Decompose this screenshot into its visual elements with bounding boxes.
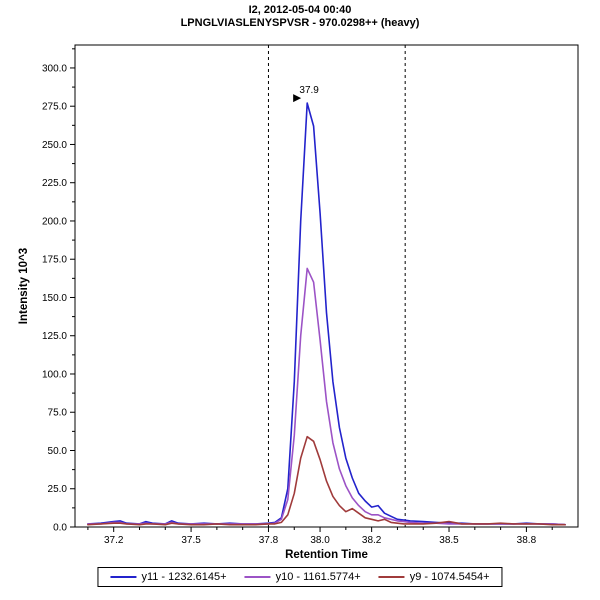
x-tick-label: 37.2: [104, 535, 124, 546]
y-tick-label: 0.0: [53, 523, 67, 534]
y-tick-label: 125.0: [42, 331, 67, 342]
chart-title-replicate: I2, 2012-05-04 00:40: [248, 4, 352, 16]
y-tick-label: 150.0: [42, 293, 67, 304]
y-tick-label: 200.0: [42, 216, 67, 227]
legend-label: y9 - 1074.5454+: [409, 571, 490, 583]
x-tick-label: 38.0: [310, 535, 330, 546]
x-tick-label: 38.5: [439, 535, 459, 546]
y-tick-label: 75.0: [48, 408, 68, 419]
legend-label: y10 - 1161.5774+: [275, 571, 361, 583]
peak-rt-annotation: 37.9: [299, 85, 319, 96]
y-tick-label: 25.0: [48, 484, 68, 495]
chart-title-peptide: LPNGLVIASLENYSPVSR - 970.0298++ (heavy): [180, 17, 420, 29]
peak-arrow-icon: [293, 94, 302, 103]
x-tick-label: 38.8: [517, 535, 537, 546]
y-tick-label: 225.0: [42, 178, 67, 189]
series-trace-y11: [87, 102, 566, 526]
plot-border: [74, 44, 579, 528]
y-tick-label: 50.0: [48, 446, 68, 457]
y-tick-label: 175.0: [42, 255, 67, 266]
y-tick-label: 250.0: [42, 140, 67, 151]
legend-item-y9: y9 - 1074.5454+: [378, 571, 490, 583]
x-tick-label: 37.8: [259, 535, 279, 546]
legend-line-swatch: [110, 576, 137, 578]
series-trace-y9: [87, 435, 566, 526]
legend-line-swatch: [244, 576, 271, 578]
legend-label: y11 - 1232.6145+: [141, 571, 227, 583]
legend: y11 - 1232.6145+ y10 - 1161.5774+ y9 - 107…: [97, 567, 503, 587]
y-tick-label: 100.0: [42, 369, 67, 380]
y-tick-label: 300.0: [42, 63, 67, 74]
legend-line-swatch: [378, 576, 405, 578]
y-axis-label: Intensity 10^3: [18, 247, 30, 325]
x-tick-label: 37.5: [181, 535, 201, 546]
x-axis-label: Retention Time: [285, 549, 368, 561]
legend-item-y11: y11 - 1232.6145+: [110, 571, 227, 583]
x-tick-label: 38.2: [362, 535, 382, 546]
y-tick-label: 275.0: [42, 102, 67, 113]
legend-item-y10: y10 - 1161.5774+: [244, 571, 361, 583]
